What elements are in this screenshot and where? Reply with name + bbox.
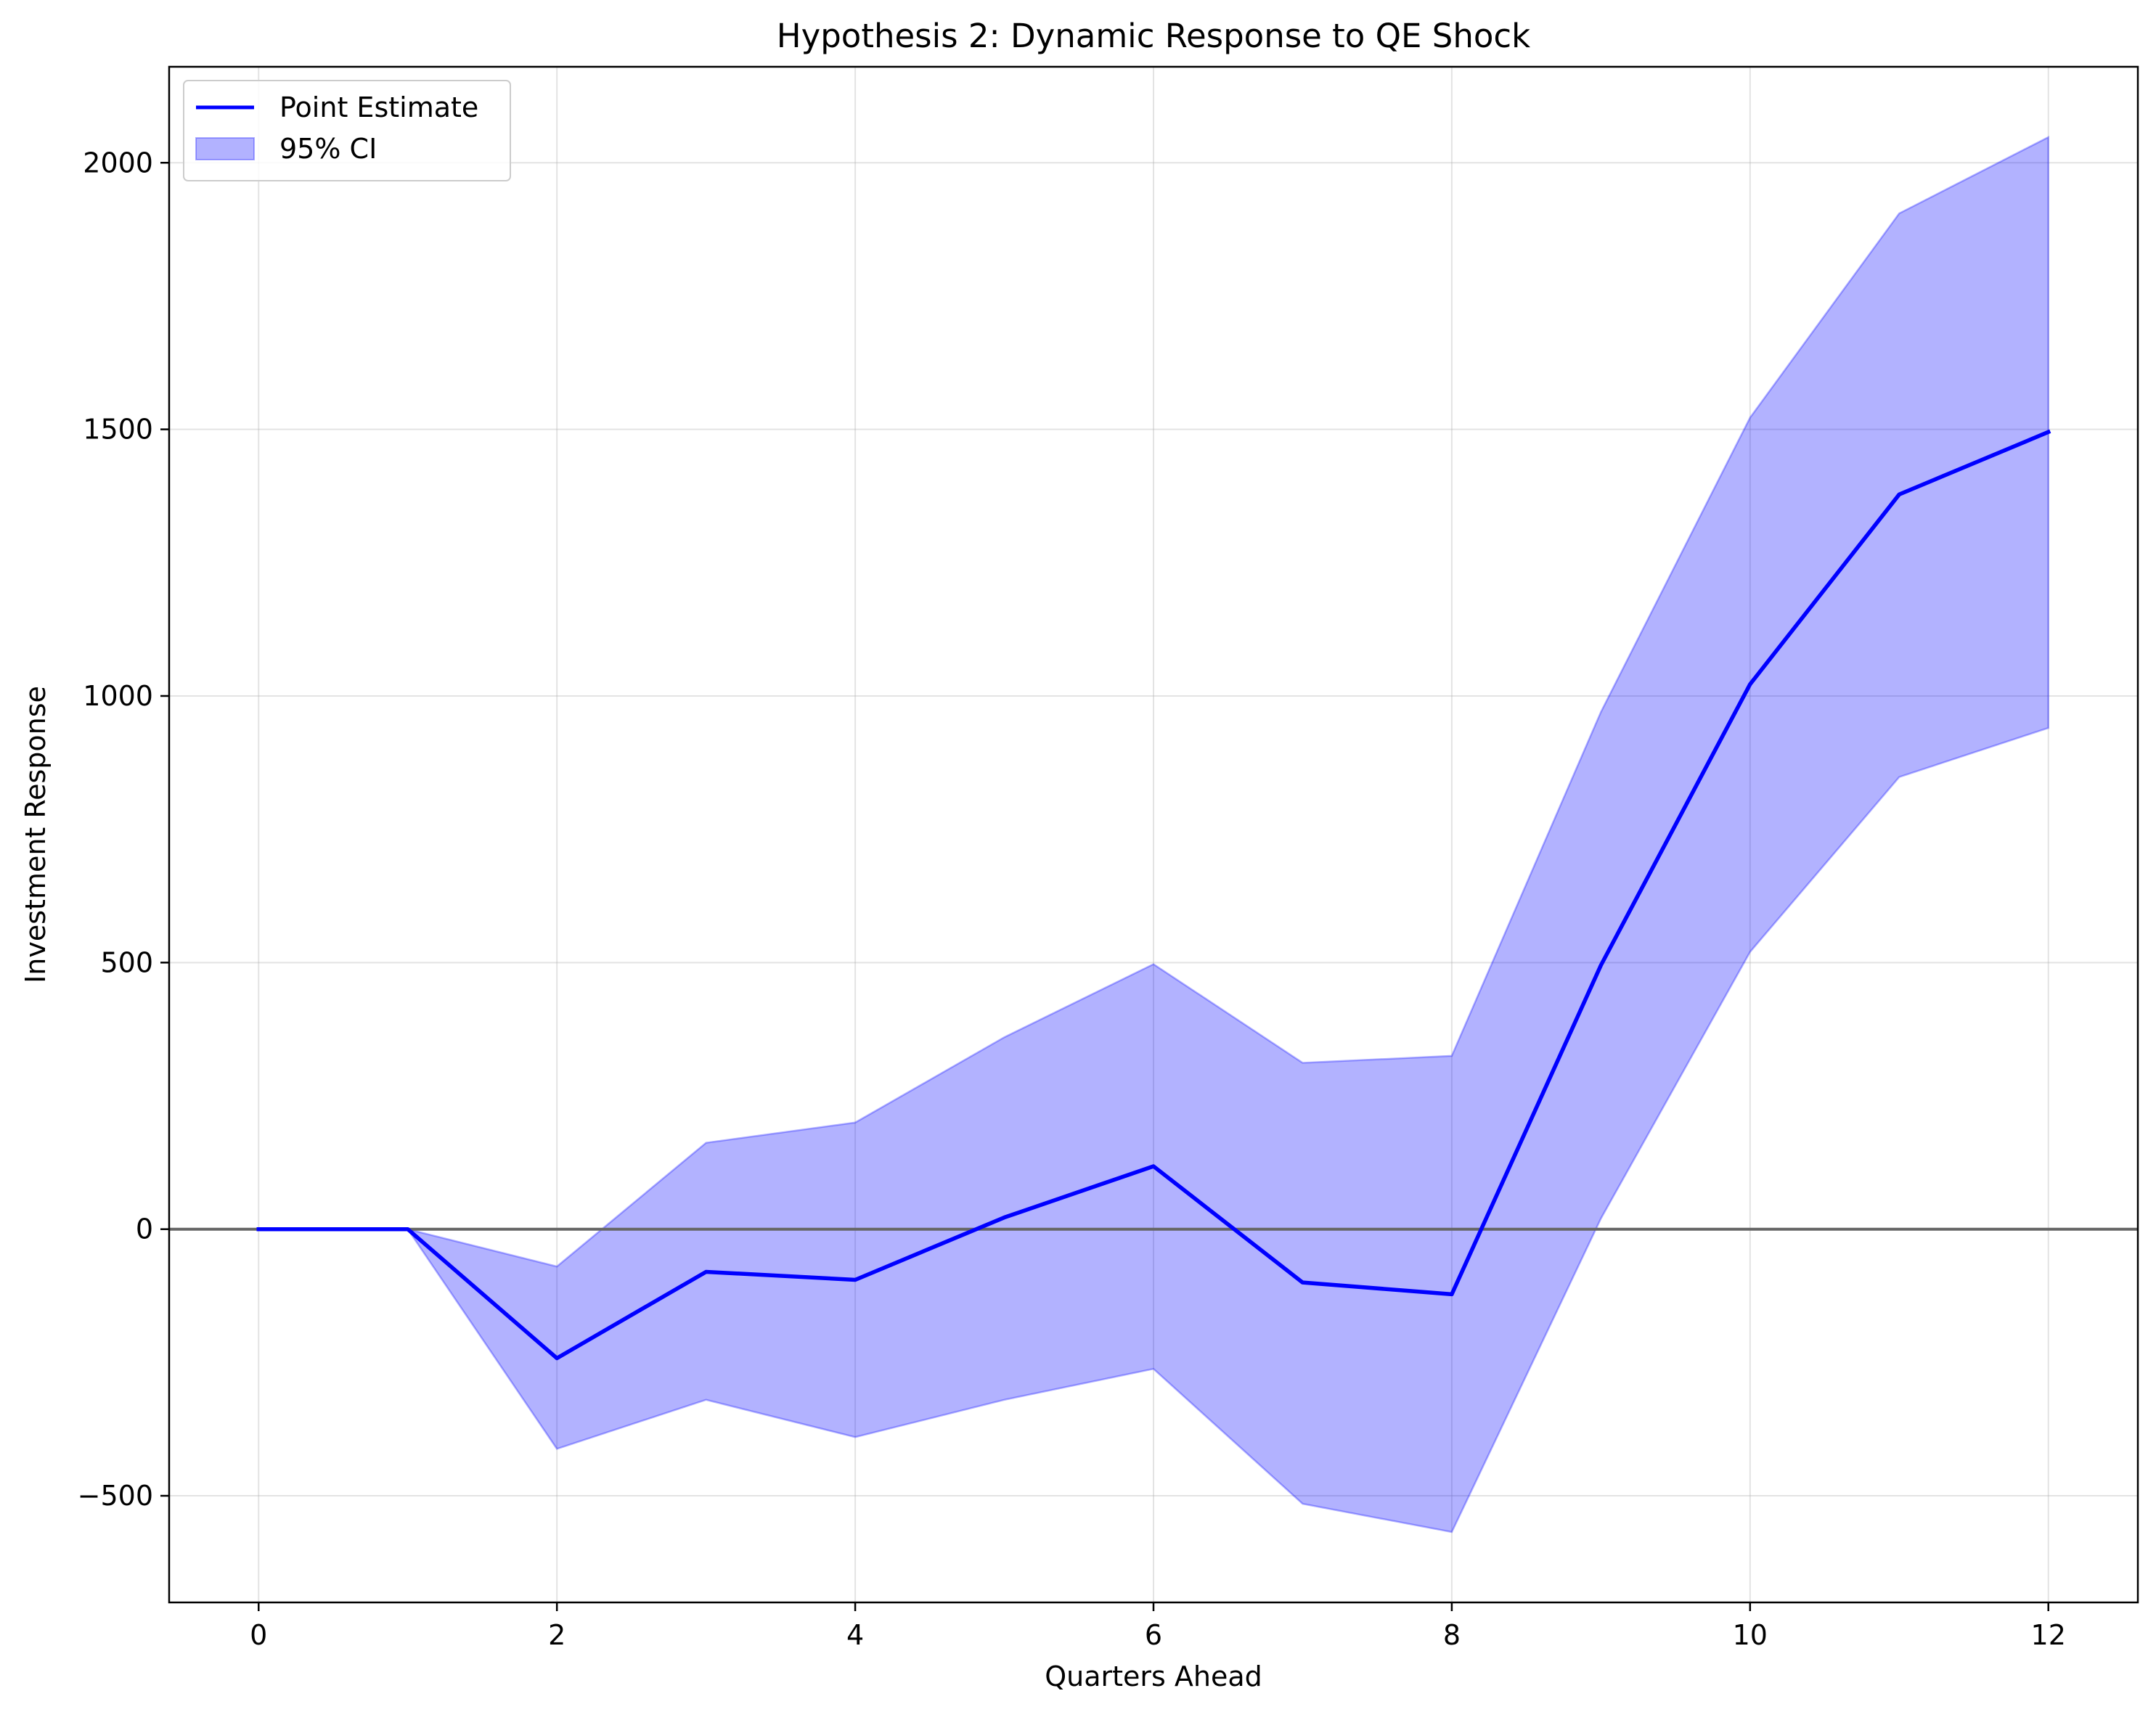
legend: Point Estimate 95% CI <box>183 80 511 181</box>
y-tick-label: 500 <box>100 946 153 978</box>
y-tick-label: 1500 <box>83 414 153 446</box>
x-tick-label: 2 <box>548 1619 565 1651</box>
legend-ci-label: 95% CI <box>279 133 377 165</box>
y-axis-label: Investment Response <box>20 686 52 983</box>
y-tick-label: −500 <box>78 1480 153 1512</box>
legend-point-estimate-label: Point Estimate <box>279 91 478 123</box>
legend-ci-swatch <box>195 137 255 160</box>
grid-lines <box>169 67 2138 1602</box>
y-tick-label: 2000 <box>83 147 153 179</box>
x-tick-label: 4 <box>846 1619 864 1651</box>
x-tick-label: 12 <box>2031 1619 2066 1651</box>
y-axis-ticks: −500 0 500 1000 1500 2000 <box>78 147 169 1512</box>
x-tick-label: 8 <box>1443 1619 1461 1651</box>
y-tick-label: 1000 <box>83 680 153 712</box>
x-axis-ticks: 0 2 4 6 8 10 12 <box>250 1602 2066 1651</box>
x-tick-label: 6 <box>1145 1619 1162 1651</box>
chart-title: Hypothesis 2: Dynamic Response to QE Sho… <box>777 17 1530 55</box>
point-estimate-line <box>256 429 2051 1361</box>
legend-box <box>183 80 511 181</box>
y-tick-label: 0 <box>136 1213 153 1245</box>
x-tick-label: 0 <box>250 1619 267 1651</box>
x-axis-label: Quarters Ahead <box>1045 1660 1262 1692</box>
x-tick-label: 10 <box>1733 1619 1768 1651</box>
point-estimate-layer <box>256 429 2051 1361</box>
